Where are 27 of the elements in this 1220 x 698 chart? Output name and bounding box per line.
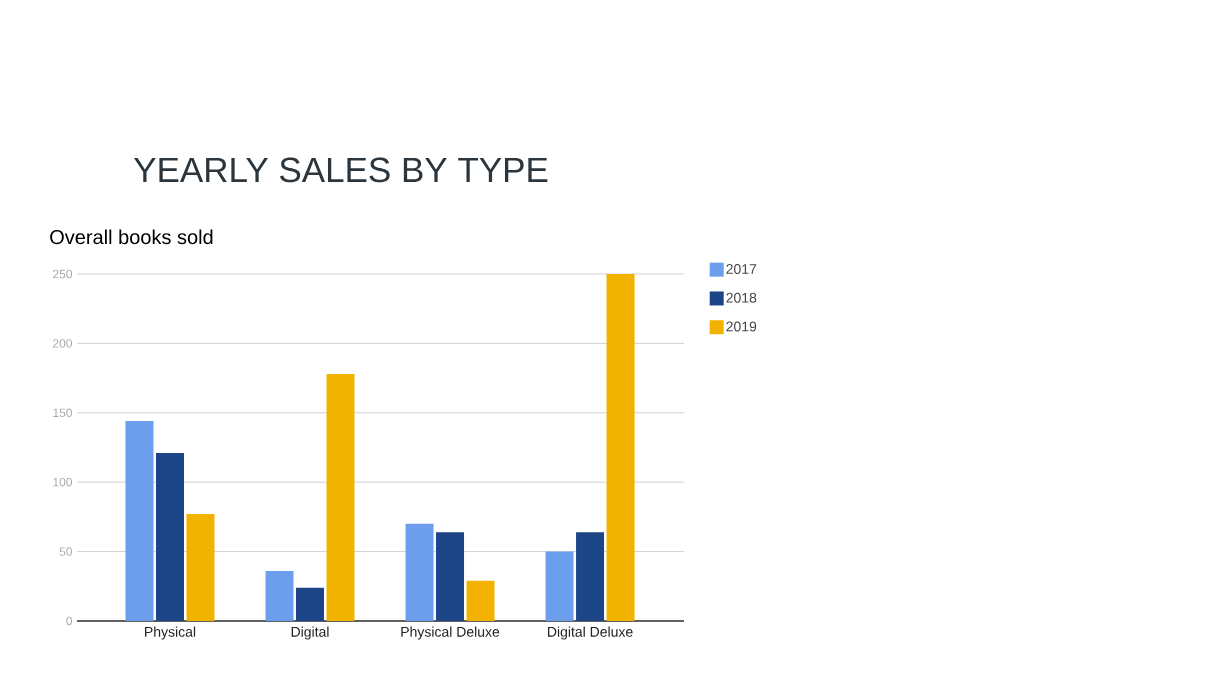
bar — [155, 453, 184, 621]
bar — [186, 514, 215, 621]
legend-label: 2017 — [726, 264, 757, 274]
legend-label: 2018 — [726, 292, 757, 303]
bar — [326, 373, 355, 621]
bar — [296, 587, 325, 621]
bar — [545, 551, 574, 621]
bar — [265, 571, 294, 621]
legend-label: 2019 — [726, 321, 757, 332]
y-tick-label: 50 — [59, 547, 73, 556]
x-tick-label: Physical — [145, 626, 196, 640]
y-tick-label: 0 — [66, 616, 73, 626]
bar — [405, 523, 434, 621]
x-tick-label: Digital Deluxe — [548, 626, 633, 640]
chart-title: YEARLY SALES BY TYPE — [133, 157, 548, 183]
bar — [436, 532, 465, 621]
x-tick-label: Digital — [291, 626, 329, 640]
y-tick-label: 150 — [53, 408, 73, 418]
y-tick-label: 250 — [53, 269, 73, 279]
y-tick-label: 100 — [53, 477, 73, 487]
bar — [125, 421, 154, 621]
y-tick-label: 200 — [53, 339, 73, 348]
bar — [466, 580, 495, 621]
bar — [576, 532, 605, 621]
chart-subtitle: Overall books sold — [50, 229, 213, 245]
bar — [606, 273, 635, 621]
x-tick-label: Physical Deluxe — [401, 626, 500, 640]
